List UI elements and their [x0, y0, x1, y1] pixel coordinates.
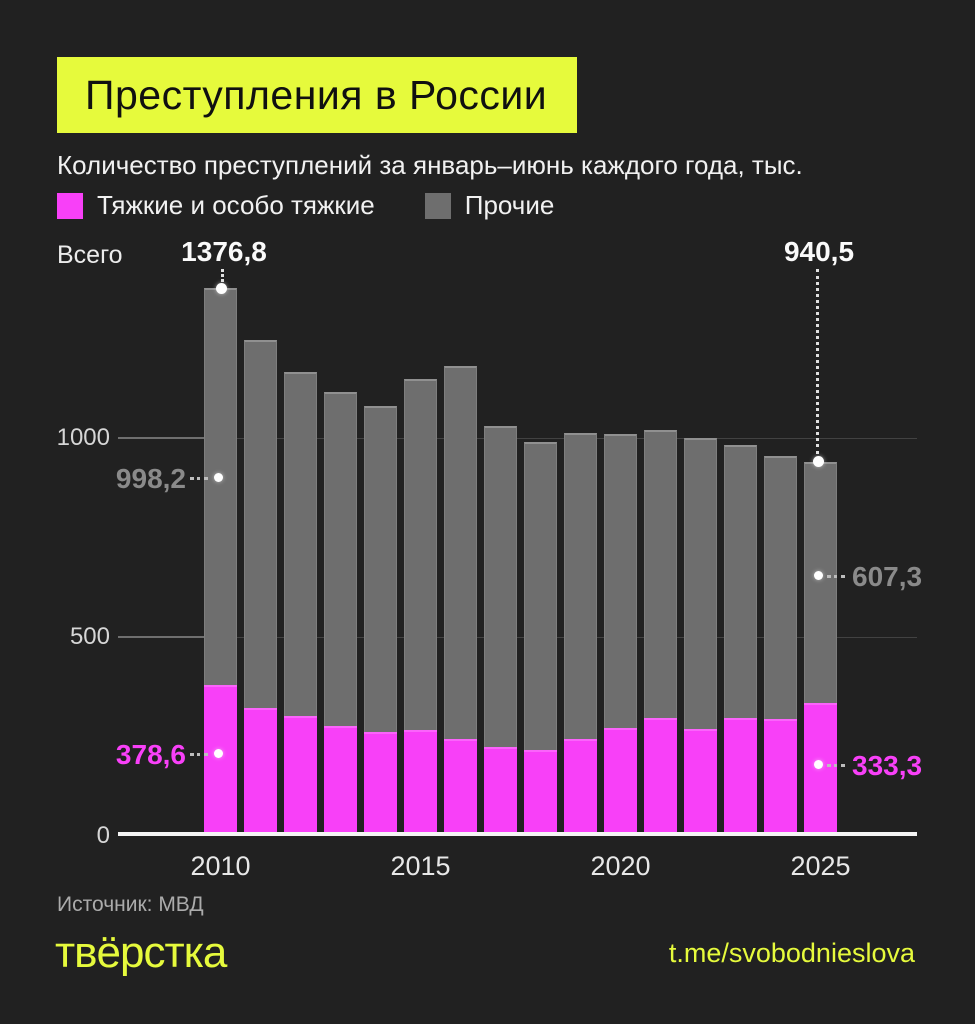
bar-segment-other [764, 455, 797, 720]
bar-segment-other [644, 430, 677, 719]
callout-last-other-line [827, 575, 845, 578]
x-tick-label: 2020 [590, 851, 651, 881]
y-gridline [206, 637, 917, 638]
x-tick-label: 2025 [790, 851, 851, 881]
callout-last-serious: 333,3 [852, 750, 923, 781]
legend-label-other: Прочие [464, 190, 555, 220]
bar-segment-other [684, 437, 717, 730]
callout-first-other-line [190, 477, 208, 480]
callout-last-total: 940,5 [783, 236, 855, 267]
legend: Тяжкие и особо тяжкие Прочие [57, 190, 554, 221]
bar-2025 [804, 461, 837, 836]
y-gridline-tick [118, 636, 206, 638]
bar-2015 [404, 379, 437, 836]
callout-last-other-dot [814, 571, 823, 580]
bar-segment-serious [404, 730, 437, 836]
telegram-link[interactable]: t.me/svobodnieslova [668, 938, 915, 968]
bar-2016 [444, 365, 477, 836]
bar-segment-other [804, 461, 837, 704]
legend-swatch-serious-icon [57, 192, 83, 219]
source-note: Источник: МВД [57, 893, 204, 916]
bar-segment-other [444, 365, 477, 739]
bar-segment-other [324, 391, 357, 727]
x-tick-label: 2010 [190, 851, 251, 881]
callout-last-total-dot [813, 456, 824, 467]
callout-first-serious: 378,6 [115, 739, 186, 770]
bar-segment-serious [684, 729, 717, 836]
x-axis-line [118, 832, 917, 836]
bar-2018 [524, 441, 557, 836]
bar-2023 [724, 445, 757, 836]
legend-swatch-other-icon [424, 192, 451, 219]
callout-first-serious-line [190, 753, 208, 756]
y-tick-label: 0 [96, 822, 110, 849]
bar-segment-other [524, 441, 557, 751]
bar-segment-serious [564, 738, 597, 836]
bar-2022 [684, 437, 717, 836]
y-gridline [206, 438, 917, 439]
bar-2020 [604, 434, 637, 836]
bar-segment-serious [524, 750, 557, 836]
legend-item-other: Прочие [424, 190, 555, 221]
bar-segment-serious [324, 726, 357, 836]
bar-segment-serious [204, 685, 237, 836]
bar-segment-other [724, 445, 757, 719]
callout-first-serious-dot [214, 749, 223, 758]
bar-segment-serious [244, 707, 277, 836]
callout-last-total-line [816, 269, 819, 454]
y-tick-label: 500 [69, 623, 110, 650]
bar-2021 [644, 430, 677, 836]
bar-segment-other [564, 433, 597, 739]
bar-segment-other [284, 371, 317, 716]
bar-2019 [564, 433, 597, 836]
bar-segment-serious [804, 703, 837, 836]
bar-segment-serious [604, 728, 637, 836]
bar-2011 [244, 340, 277, 836]
bar-segment-serious [764, 719, 797, 836]
bar-2013 [324, 391, 357, 836]
bar-segment-serious [444, 738, 477, 836]
total-label: Всего [57, 241, 123, 269]
y-gridline-tick [118, 437, 206, 439]
bar-segment-other [404, 379, 437, 731]
bar-2010 [204, 288, 237, 836]
bar-segment-serious [364, 731, 397, 836]
bar-2012 [284, 371, 317, 836]
bar-segment-serious [724, 718, 757, 836]
bar-segment-other [204, 288, 237, 686]
callout-last-serious-line [827, 764, 845, 767]
verstka-logo: твёрстка [55, 928, 227, 977]
y-tick-label: 1000 [56, 424, 110, 451]
callout-first-total-dot [216, 283, 227, 294]
x-tick-label: 2015 [390, 851, 451, 881]
legend-item-serious: Тяжкие и особо тяжкие [57, 190, 375, 221]
callout-last-other: 607,3 [852, 561, 923, 592]
bar-segment-serious [284, 715, 317, 836]
callout-first-other-dot [214, 473, 223, 482]
bar-2024 [764, 455, 797, 836]
chart-subtitle: Количество преступлений за январь–июнь к… [57, 150, 803, 180]
bar-segment-other [364, 405, 397, 732]
legend-label-serious: Тяжкие и особо тяжкие [97, 190, 375, 220]
bar-2017 [484, 426, 517, 836]
bar-segment-other [604, 434, 637, 729]
bar-segment-other [244, 340, 277, 708]
callout-last-serious-dot [814, 760, 823, 769]
callout-first-total-line [221, 269, 224, 282]
bar-2014 [364, 405, 397, 836]
title-banner: Преступления в России [57, 57, 578, 133]
page-title: Преступления в России [85, 71, 548, 118]
callout-first-other: 998,2 [115, 463, 186, 494]
bar-segment-serious [484, 747, 517, 836]
bar-segment-other [484, 426, 517, 748]
bar-segment-serious [644, 718, 677, 836]
callout-first-total: 1376,8 [181, 236, 267, 267]
